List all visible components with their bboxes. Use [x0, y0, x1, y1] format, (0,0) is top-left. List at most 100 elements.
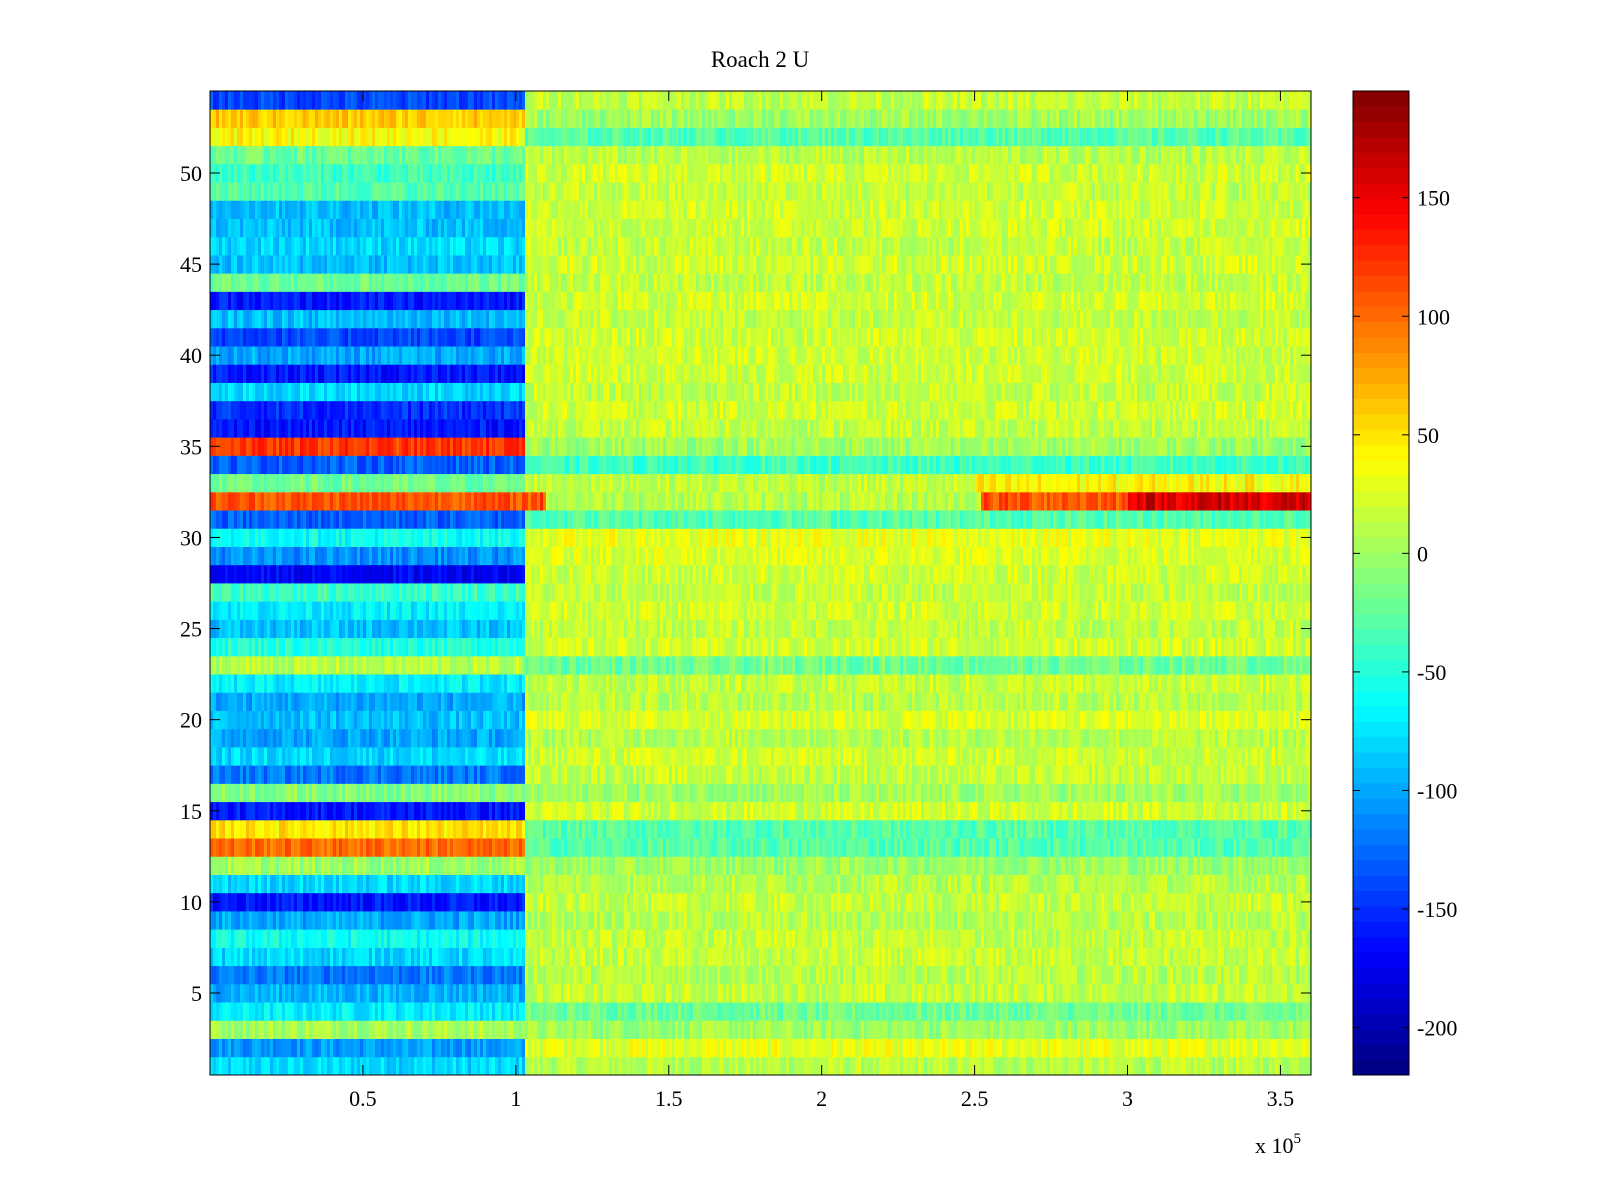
heatmap-cell: [993, 1056, 997, 1075]
heatmap-cell: [651, 929, 655, 948]
heatmap-cell: [363, 965, 367, 985]
heatmap-cell: [591, 911, 595, 930]
heatmap-cell: [1245, 965, 1249, 985]
heatmap-cell: [834, 929, 838, 948]
heatmap-cell: [345, 983, 349, 1003]
heatmap-cell: [1140, 1020, 1144, 1039]
heatmap-cell: [693, 947, 697, 967]
heatmap-cell: [228, 892, 232, 912]
heatmap-cell: [708, 911, 712, 930]
heatmap-cell: [354, 983, 358, 1003]
heatmap-cell: [810, 911, 814, 930]
heatmap-cell: [393, 1038, 397, 1058]
heatmap-cell: [270, 911, 274, 930]
heatmap-cell: [801, 1038, 805, 1058]
heatmap-cell: [1131, 892, 1135, 912]
heatmap-cell: [1032, 929, 1036, 948]
heatmap-cell: [366, 965, 370, 985]
heatmap-cell: [1242, 838, 1246, 857]
heatmap-cell: [654, 965, 658, 985]
heatmap-cell: [1044, 947, 1048, 967]
heatmap-cell: [906, 983, 910, 1003]
heatmap-cell: [330, 1038, 334, 1058]
heatmap-cell: [729, 929, 733, 948]
heatmap-cell: [1044, 856, 1048, 875]
heatmap-cell: [372, 892, 376, 912]
heatmap-cell: [495, 1038, 499, 1058]
heatmap-cell: [222, 1020, 226, 1039]
heatmap-cell: [939, 947, 943, 967]
heatmap-cell: [903, 1038, 907, 1058]
heatmap-cell: [1299, 947, 1303, 967]
heatmap-cell: [714, 1056, 718, 1075]
heatmap-cell: [894, 911, 898, 930]
heatmap-cell: [1278, 892, 1282, 912]
heatmap-cell: [1032, 965, 1036, 985]
heatmap-cell: [774, 1002, 778, 1021]
heatmap-cell: [279, 1020, 283, 1039]
heatmap-cell: [1254, 856, 1258, 875]
heatmap-cell: [540, 838, 544, 857]
heatmap-cell: [825, 838, 829, 857]
heatmap-cell: [720, 856, 724, 875]
heatmap-cell: [450, 1038, 454, 1058]
heatmap-cell: [444, 965, 448, 985]
heatmap-cell: [975, 1056, 979, 1075]
heatmap-cell: [951, 1020, 955, 1039]
heatmap-cell: [906, 947, 910, 967]
heatmap-cell: [1065, 856, 1069, 875]
heatmap-cell: [918, 1002, 922, 1021]
heatmap-cell: [873, 892, 877, 912]
heatmap-cell: [387, 965, 391, 985]
heatmap-cell: [492, 929, 496, 948]
heatmap-cell: [579, 892, 583, 912]
heatmap-cell: [798, 856, 802, 875]
heatmap-cell: [582, 1056, 586, 1075]
heatmap-cell: [330, 911, 334, 930]
heatmap-cell: [459, 1038, 463, 1058]
heatmap-cell: [867, 911, 871, 930]
heatmap-cell: [771, 1056, 775, 1075]
heatmap-cell: [1110, 1020, 1114, 1039]
heatmap-cell: [864, 911, 868, 930]
heatmap-cell: [1227, 1002, 1231, 1021]
heatmap-cell: [543, 819, 547, 839]
heatmap-cell: [570, 965, 574, 985]
heatmap-cell: [543, 1020, 547, 1039]
heatmap-cell: [555, 965, 559, 985]
heatmap-cell: [681, 856, 685, 875]
heatmap-cell: [420, 929, 424, 948]
heatmap-cell: [372, 874, 376, 894]
heatmap-cell: [528, 838, 532, 857]
heatmap-cell: [918, 874, 922, 894]
heatmap-cell: [576, 1020, 580, 1039]
heatmap-cell: [981, 838, 985, 857]
heatmap-cell: [324, 1038, 328, 1058]
heatmap-cell: [282, 929, 286, 948]
heatmap-cell: [777, 911, 781, 930]
heatmap-cell: [588, 892, 592, 912]
heatmap-cell: [780, 892, 784, 912]
heatmap-cell: [1062, 947, 1066, 967]
heatmap-cell: [615, 856, 619, 875]
heatmap-cell: [567, 856, 571, 875]
heatmap-cell: [591, 838, 595, 857]
heatmap-cell: [240, 983, 244, 1003]
heatmap-cell: [516, 1002, 520, 1021]
heatmap-cell: [561, 1020, 565, 1039]
heatmap-cell: [1032, 983, 1036, 1003]
heatmap-cell: [744, 1020, 748, 1039]
heatmap-cell: [243, 1056, 247, 1075]
heatmap-cell: [390, 874, 394, 894]
heatmap-cell: [390, 965, 394, 985]
heatmap-cell: [570, 983, 574, 1003]
heatmap-cell: [387, 1056, 391, 1075]
heatmap-cell: [774, 929, 778, 948]
heatmap-cell: [762, 1020, 766, 1039]
heatmap-cell: [654, 1056, 658, 1075]
heatmap-cell: [1125, 874, 1129, 894]
heatmap-cell: [429, 965, 433, 985]
heatmap-cell: [855, 1002, 859, 1021]
heatmap-cell: [1143, 1056, 1147, 1075]
heatmap-cell: [1263, 838, 1267, 857]
